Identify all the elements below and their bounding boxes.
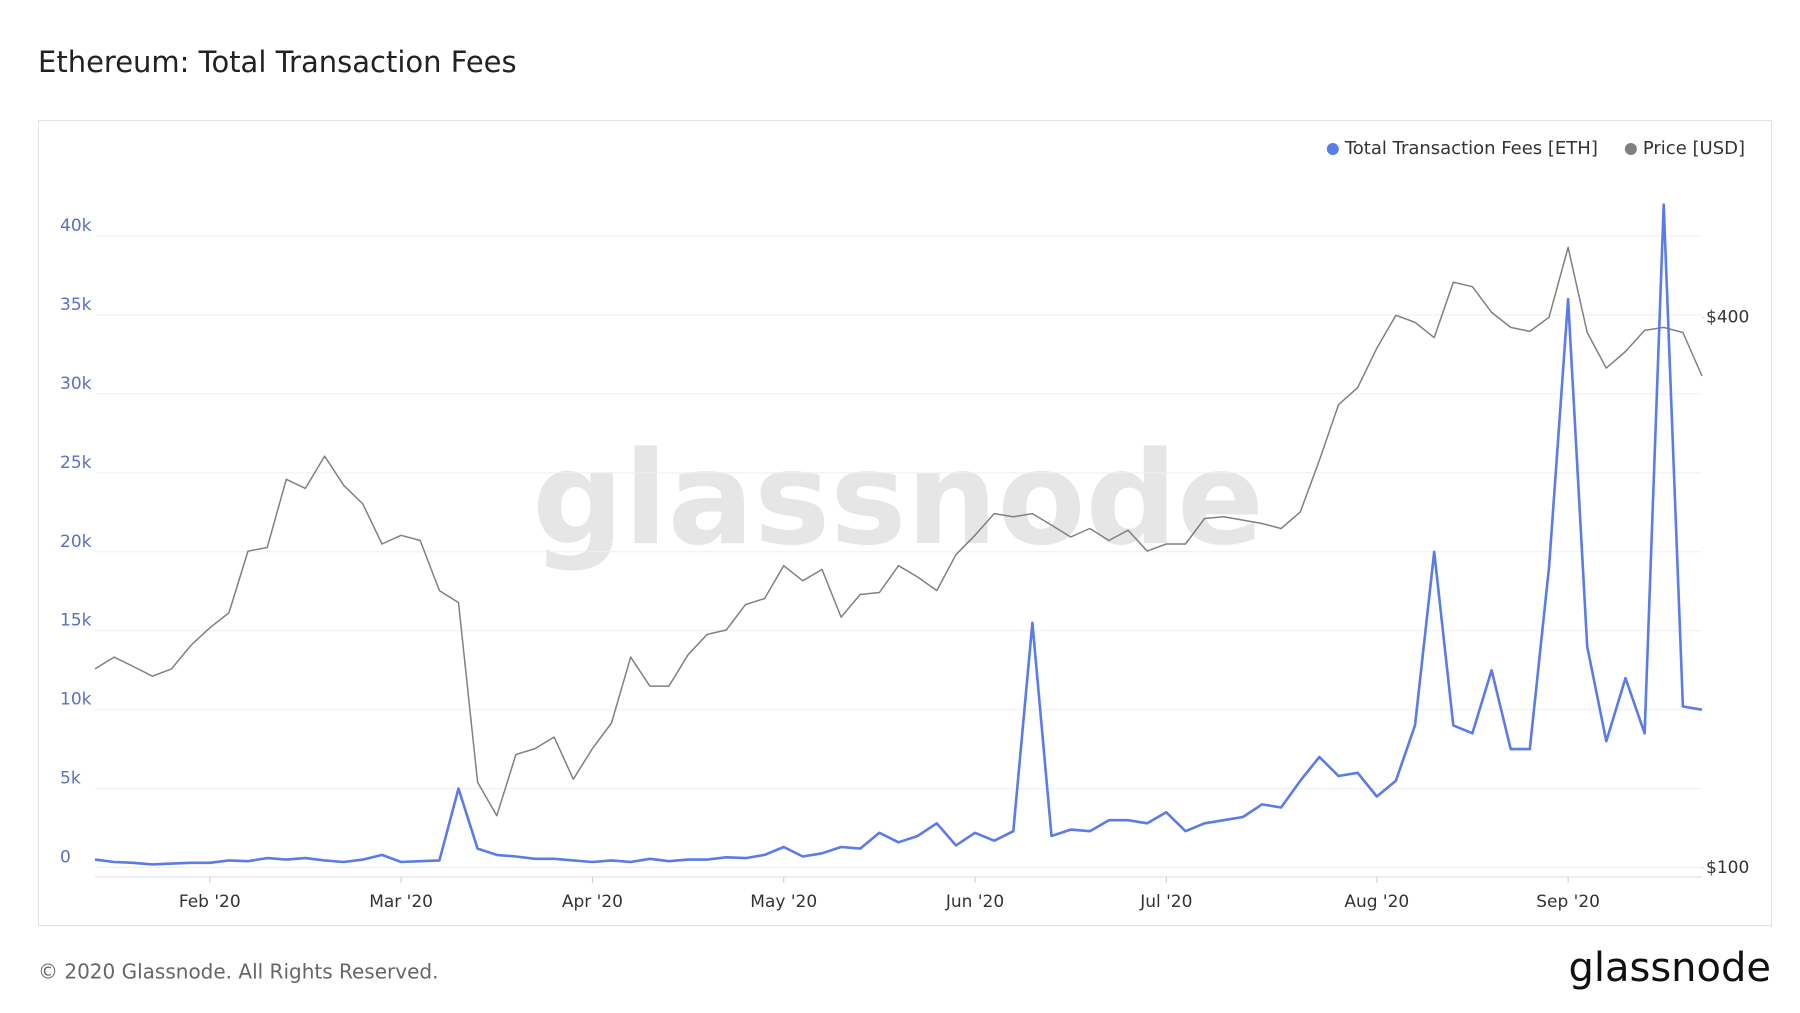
x-tick-label: Jul '20 (1139, 892, 1192, 912)
legend-swatch (1624, 143, 1637, 155)
legend-swatch (1326, 143, 1339, 155)
x-tick-label: Apr '20 (562, 892, 623, 912)
y-tick-label: 40k (60, 216, 92, 236)
y-tick-label: 5k (60, 769, 81, 789)
x-tick-label: May '20 (750, 892, 817, 912)
y2-tick-label: $100 (1706, 858, 1749, 878)
footer: © 2020 Glassnode. All Rights Reserved. (38, 960, 438, 984)
y-tick-label: 20k (60, 532, 92, 552)
chart-frame (38, 120, 1772, 926)
y2-tick-label: $400 (1706, 307, 1749, 327)
watermark: glassnode (532, 425, 1264, 574)
y-tick-label: 30k (60, 374, 92, 394)
x-tick-label: Mar '20 (369, 892, 433, 912)
y-tick-label: 35k (60, 295, 92, 315)
series-line (94, 203, 1703, 866)
chart-title: Ethereum: Total Transaction Fees (38, 45, 517, 79)
y-tick-label: 10k (60, 690, 92, 710)
x-tick-label: Feb '20 (179, 892, 241, 912)
y-tick-label: 0 (60, 848, 71, 868)
x-tick-label: Sep '20 (1536, 892, 1600, 912)
legend-label: Price [USD] (1643, 138, 1745, 159)
legend-label: Total Transaction Fees [ETH] (1344, 138, 1598, 159)
logo: glassnode (1568, 945, 1771, 991)
x-tick-label: Aug '20 (1344, 892, 1409, 912)
y-tick-label: 25k (60, 453, 92, 473)
x-tick-label: Jun '20 (945, 892, 1004, 912)
y-tick-label: 15k (60, 611, 92, 631)
series-line (94, 246, 1703, 817)
